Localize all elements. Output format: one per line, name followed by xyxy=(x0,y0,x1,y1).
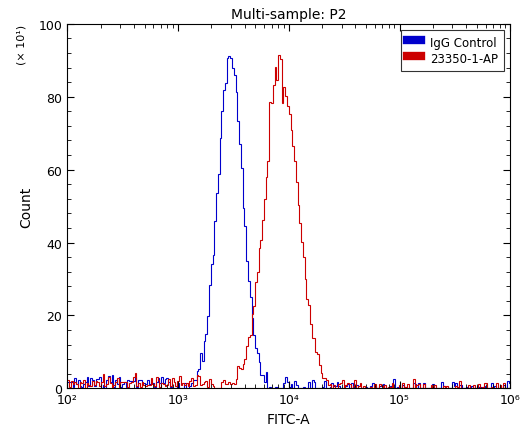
Legend: IgG Control, 23350-1-AP: IgG Control, 23350-1-AP xyxy=(401,31,504,72)
Title: Multi-sample: P2: Multi-sample: P2 xyxy=(231,8,346,22)
Text: (× 10¹): (× 10¹) xyxy=(16,25,26,65)
X-axis label: FITC-A: FITC-A xyxy=(267,412,311,426)
Y-axis label: Count: Count xyxy=(19,186,33,227)
